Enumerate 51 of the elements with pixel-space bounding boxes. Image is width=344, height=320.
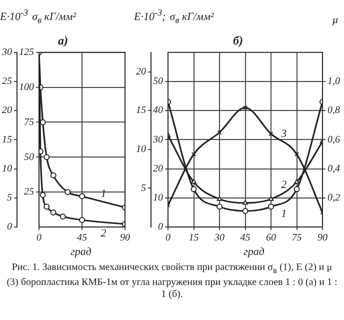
y-tick-label: 25 <box>2 76 12 88</box>
y2-tick-label: 0,4 <box>328 163 340 174</box>
x-tick-label: 45 <box>240 232 250 244</box>
y2-tick-label: 0,6 <box>328 134 340 146</box>
x-tick-label: 90 <box>318 232 328 244</box>
y2-tick-label: 0,8 <box>328 105 340 116</box>
y2-tick-label: 25 <box>24 186 34 198</box>
y2-tick-label: 100 <box>19 82 34 93</box>
chart-title: б) <box>233 33 243 48</box>
y-tick-label: 20 <box>153 163 163 174</box>
y-tick-label: 30 <box>1 47 12 58</box>
x-tick-label: 0 <box>166 232 170 244</box>
y2-tick-label: 0,2 <box>328 192 340 204</box>
x-tick-label: 60 <box>266 232 276 244</box>
y-tick-label: 10 <box>153 192 163 204</box>
x-axis-title: град <box>70 246 92 258</box>
y3-tick-label: 20 <box>136 66 146 78</box>
y-tick-label: 40 <box>153 105 163 116</box>
y-tick-label: 30 <box>152 134 163 146</box>
y2-tick-label: 75 <box>24 116 34 128</box>
x-tick-label: 15 <box>188 232 199 244</box>
x-tick-label: 75 <box>292 232 302 244</box>
x-tick-label: 45 <box>77 232 87 244</box>
y-tick-label: 0 <box>7 222 12 233</box>
y2-tick-label: 50 <box>24 152 34 163</box>
y-tick-label: 10 <box>2 163 12 174</box>
y-axis-title: E·10$^{-3}$ <box>0 7 28 23</box>
y-axis-title: σ$_{в}$ кГ/мм² <box>170 10 214 25</box>
y-tick-label: 0 <box>158 222 163 233</box>
series-label: 2 <box>281 178 288 191</box>
chart-title: а) <box>58 33 68 48</box>
series-label: 1 <box>281 208 287 220</box>
y-tick-label: 15 <box>2 134 12 146</box>
y3-tick-label: 15 <box>136 105 146 116</box>
x-tick-label: 30 <box>214 232 224 244</box>
y3-axis-title: E·10$^{-3}$; <box>134 7 166 23</box>
y2-axis-title: σ$_{в}$ кГ/мм² <box>32 10 76 25</box>
x-axis-title: град <box>242 246 266 258</box>
x-tick-label: 0 <box>36 232 42 244</box>
y-tick-label: 5 <box>7 192 12 204</box>
text: Рис. 1. Зависимость механических свойств при растяжении σ$_{в}$ (1), E (2) и μ (3) боропластика КМБ-1м от угла нагружения при укладке слоев 1 : 0 (а) и 1 : 1 (б). <box>6 261 338 301</box>
y-tick-label: 20 <box>2 105 12 116</box>
y3-tick-label: 10 <box>136 144 146 156</box>
y2-tick-label: 125 <box>19 47 34 58</box>
series-label: 3 <box>280 128 288 140</box>
y3-tick-label: 5 <box>141 182 146 194</box>
y2-tick-label: 1,0 <box>328 76 340 88</box>
y2-axis-title: μ <box>332 14 339 26</box>
x-tick-label: 90 <box>120 232 130 244</box>
y-tick-label: 50 <box>153 76 163 88</box>
series-label: 2 <box>100 227 107 240</box>
